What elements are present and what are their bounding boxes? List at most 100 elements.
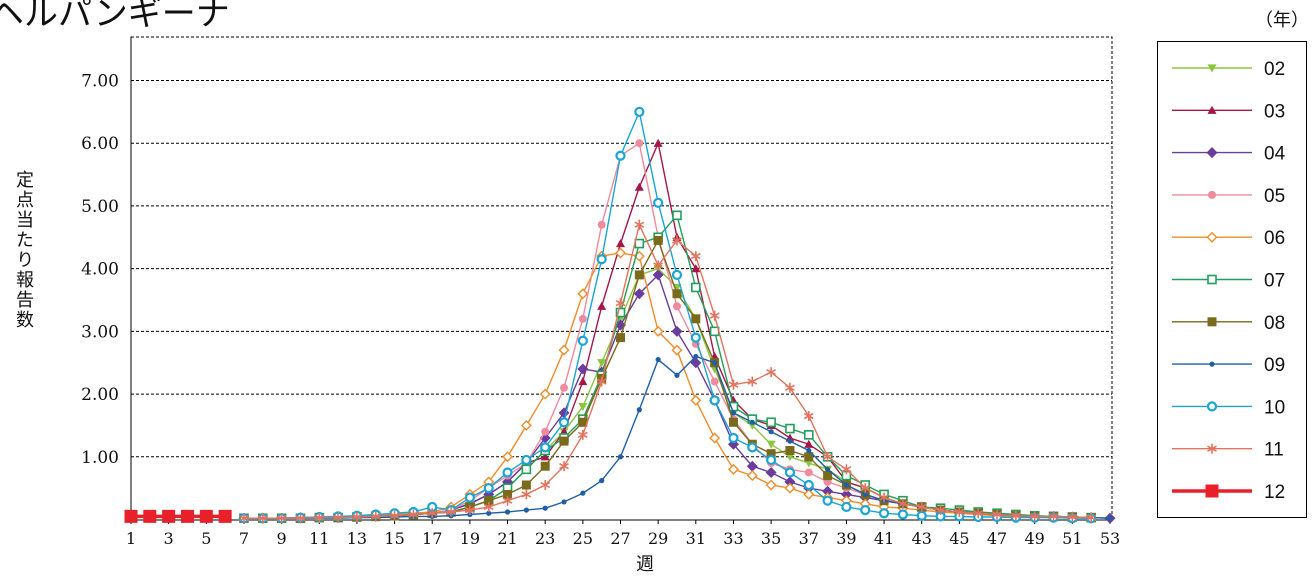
asterisk-stroke	[1048, 513, 1059, 520]
x-tick-label: 1	[126, 529, 136, 548]
y-tick-label: 5.00	[81, 197, 119, 217]
asterisk-stroke	[276, 515, 287, 522]
data-point	[257, 513, 268, 524]
data-point	[690, 251, 701, 262]
x-tick-label: 31	[686, 529, 706, 548]
data-point	[180, 509, 194, 523]
data-point	[521, 464, 532, 475]
data-point	[597, 220, 606, 229]
data-point	[804, 468, 813, 477]
data-point	[389, 510, 400, 521]
data-point	[199, 509, 213, 523]
asterisk-stroke	[615, 299, 626, 307]
legend-marker	[1207, 274, 1217, 285]
asterisk-stroke	[577, 431, 588, 439]
data-point	[766, 417, 776, 428]
data-point	[617, 454, 624, 460]
data-point	[577, 288, 589, 300]
data-point	[916, 510, 927, 521]
asterisk-stroke	[370, 513, 381, 520]
asterisk-stroke	[333, 514, 343, 521]
asterisk-stroke	[1029, 513, 1040, 520]
x-tick-label: 37	[799, 529, 819, 548]
data-point	[483, 501, 494, 512]
data-point	[785, 446, 795, 456]
legend-label: 07	[1264, 271, 1285, 292]
x-tick-label: 19	[460, 529, 480, 548]
x-tick-label: 5	[201, 529, 211, 548]
data-point	[803, 411, 814, 422]
legend-label: 08	[1264, 313, 1285, 334]
data-point	[540, 452, 550, 461]
data-point	[1107, 515, 1113, 521]
x-tick-label: 53	[1100, 529, 1120, 548]
data-point	[580, 490, 586, 496]
data-point	[464, 492, 475, 503]
asterisk-stroke	[1086, 514, 1097, 521]
data-point	[652, 325, 664, 337]
data-point	[916, 501, 927, 512]
x-tick-label: 17	[422, 529, 442, 548]
asterisk-stroke	[841, 466, 852, 473]
data-point	[824, 466, 831, 472]
x-tick-label: 49	[1025, 529, 1045, 548]
data-point	[239, 513, 249, 524]
legend-marker	[1209, 361, 1215, 367]
asterisk-stroke	[446, 508, 456, 516]
data-point	[746, 460, 758, 472]
data-point	[502, 495, 513, 506]
data-point	[785, 423, 795, 434]
legend-marker	[1206, 147, 1218, 159]
data-point	[691, 314, 701, 324]
legend-marker	[1208, 190, 1216, 199]
data-point	[542, 505, 548, 511]
data-point	[806, 447, 812, 454]
data-point	[728, 432, 739, 444]
data-point	[746, 470, 758, 482]
data-point	[823, 471, 833, 481]
series-line-08	[244, 238, 1092, 519]
data-point	[295, 513, 306, 524]
data-point	[540, 480, 551, 491]
data-point	[860, 483, 871, 494]
asterisk-stroke	[935, 506, 946, 514]
x-tick-label: 51	[1062, 529, 1082, 548]
data-point	[314, 512, 325, 523]
data-point	[691, 264, 701, 273]
data-point	[690, 394, 702, 406]
data-point	[352, 511, 362, 522]
x-tick-label: 15	[384, 529, 404, 548]
data-point	[672, 289, 682, 299]
data-point	[143, 509, 157, 523]
data-point	[765, 479, 777, 491]
data-point	[730, 410, 737, 416]
data-point	[672, 210, 682, 221]
x-tick-label: 27	[610, 529, 630, 548]
data-point	[973, 508, 984, 519]
data-point	[503, 489, 513, 499]
series-11	[239, 219, 1097, 524]
data-point	[653, 197, 664, 208]
legend: 02 03 04 05 06 07 08 09 10 11 12	[1157, 41, 1307, 518]
x-tick-label: 33	[723, 529, 743, 548]
data-point	[599, 478, 605, 484]
asterisk-stroke	[540, 481, 551, 489]
data-point	[652, 269, 664, 281]
y-tick-label: 2.00	[81, 385, 119, 405]
data-point	[878, 508, 890, 519]
data-point	[747, 376, 758, 387]
data-point	[766, 440, 776, 449]
asterisk-stroke	[502, 497, 513, 504]
data-point	[539, 388, 551, 400]
legend-item-03: 03	[1172, 101, 1285, 122]
series-06	[238, 247, 1097, 524]
data-point	[992, 509, 1002, 520]
series-line-05	[244, 142, 1092, 519]
data-point	[615, 298, 626, 309]
asterisk-stroke	[1207, 445, 1217, 452]
data-point	[803, 488, 815, 500]
x-tick-label: 23	[535, 529, 555, 548]
data-point	[765, 466, 777, 478]
data-point	[558, 344, 570, 356]
